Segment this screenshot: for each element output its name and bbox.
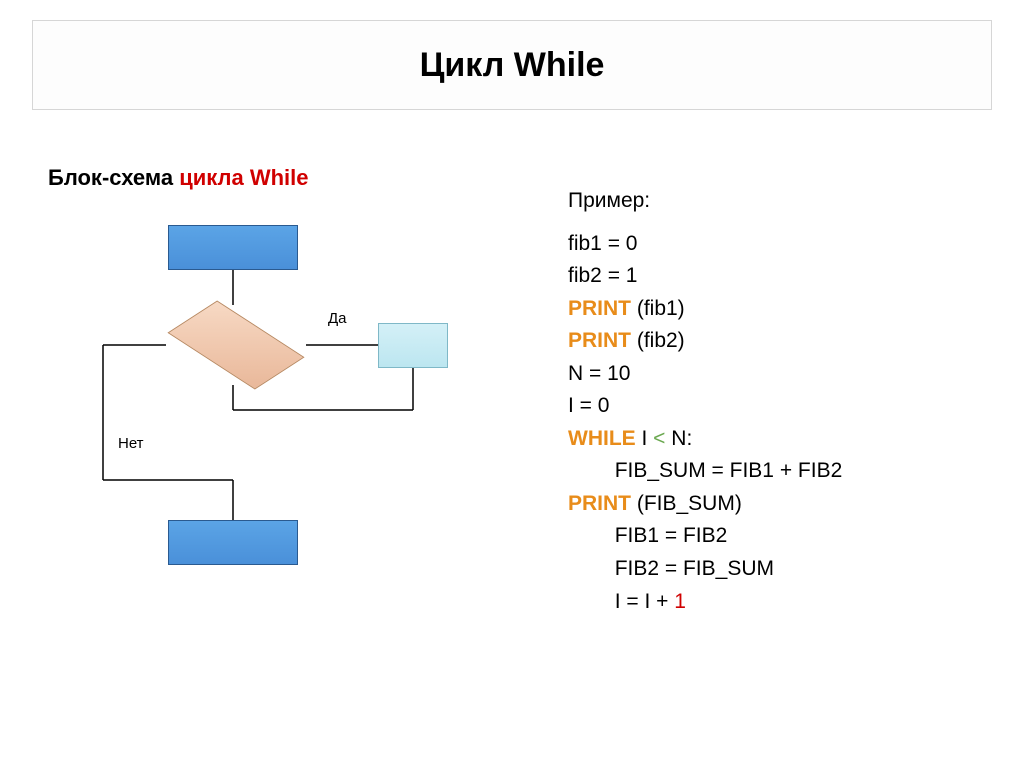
code-token: (fib2): [631, 329, 685, 352]
code-line: PRINT (fib2): [568, 325, 842, 358]
code-line: FIB2 = FIB_SUM: [568, 553, 842, 586]
code-token: 1: [674, 590, 686, 613]
code-line: fib2 = 1: [568, 260, 842, 293]
code-lines-container: fib1 = 0fib2 = 1PRINT (fib1)PRINT (fib2)…: [568, 228, 842, 619]
code-token: I: [636, 427, 654, 450]
flowchart-yes-label: Да: [328, 310, 347, 327]
flowchart-loop-body-block: [378, 323, 448, 368]
code-token: PRINT: [568, 329, 631, 352]
flowchart-end-block: [168, 520, 298, 565]
code-token: (fib1): [631, 297, 685, 320]
code-line: PRINT (fib1): [568, 293, 842, 326]
code-line: FIB_SUM = FIB1 + FIB2: [568, 455, 842, 488]
code-line: N = 10: [568, 358, 842, 391]
page-title: Цикл While: [420, 46, 605, 85]
subtitle: Блок-схема цикла While: [48, 165, 309, 191]
code-line: WHILE I < N:: [568, 423, 842, 456]
example-heading: Пример:: [568, 185, 842, 218]
code-token: PRINT: [568, 297, 631, 320]
subtitle-prefix: Блок-схема: [48, 165, 179, 190]
code-token: <: [653, 427, 665, 450]
code-token: (FIB_SUM): [631, 492, 742, 515]
code-token: I = 0: [568, 394, 609, 417]
title-container: Цикл While: [32, 20, 992, 110]
code-token: FIB2 = FIB_SUM: [615, 557, 774, 580]
code-line: I = I + 1: [568, 586, 842, 619]
code-line: FIB1 = FIB2: [568, 520, 842, 553]
code-token: FIB_SUM = FIB1 + FIB2: [615, 459, 843, 482]
code-token: N = 10: [568, 362, 630, 385]
code-token: fib2 = 1: [568, 264, 637, 287]
code-token: WHILE: [568, 427, 636, 450]
code-token: fib1 = 0: [568, 232, 637, 255]
flowchart-decision-block: [166, 305, 306, 385]
code-token: PRINT: [568, 492, 631, 515]
code-token: N:: [665, 427, 692, 450]
code-token: FIB1 = FIB2: [615, 524, 728, 547]
code-line: I = 0: [568, 390, 842, 423]
flowchart-diagram: Да Нет: [48, 220, 488, 580]
flowchart-start-block: [168, 225, 298, 270]
code-token: I = I +: [615, 590, 675, 613]
subtitle-highlight: цикла While: [179, 165, 308, 190]
code-line: PRINT (FIB_SUM): [568, 488, 842, 521]
code-line: fib1 = 0: [568, 228, 842, 261]
flowchart-no-label: Нет: [118, 435, 144, 452]
code-example: Пример: fib1 = 0fib2 = 1PRINT (fib1)PRIN…: [568, 185, 842, 618]
